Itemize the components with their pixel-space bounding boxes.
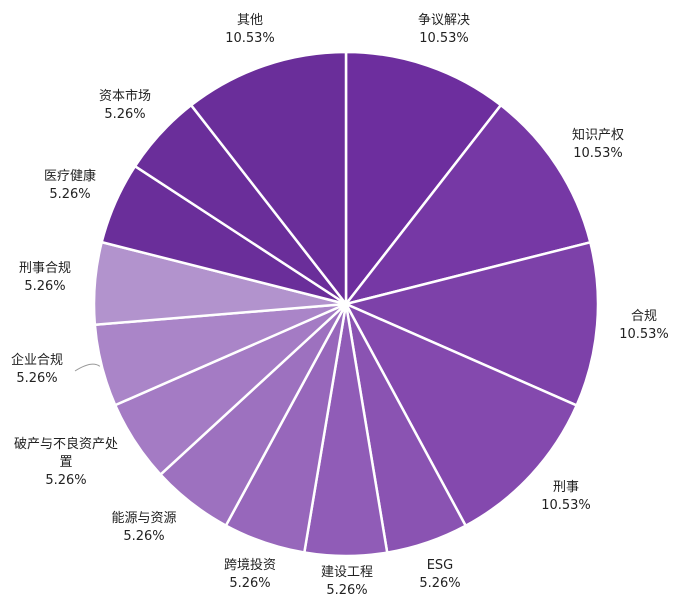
slice-value-label: 5.26%: [104, 107, 145, 122]
slice-value-label: 10.53%: [225, 31, 275, 46]
slice-value-label: 10.53%: [573, 146, 623, 161]
slice-label: 其他: [237, 13, 263, 28]
slice-value-label: 5.26%: [49, 187, 90, 202]
slice-label: 争议解决: [418, 13, 470, 28]
slice-value-label: 10.53%: [541, 498, 591, 513]
slice-value-label: 5.26%: [229, 576, 270, 591]
slice-label: 合规: [631, 309, 657, 324]
slice-label: 跨境投资: [224, 557, 276, 573]
pie-slice: [189, 50, 348, 306]
slice-label: 刑事合规: [19, 261, 71, 276]
slice-value-label: 5.26%: [326, 583, 367, 598]
slice-label: ESG: [427, 558, 454, 573]
slice-label: 建设工程: [321, 565, 373, 580]
leader-line: [74, 363, 101, 372]
slice-value-label: 5.26%: [123, 529, 164, 544]
pie-slice: [344, 241, 600, 407]
slice-label: 刑事: [553, 480, 579, 495]
pie-slices: [92, 50, 600, 558]
pie-slice: [344, 50, 503, 306]
slice-label: 医疗健康: [44, 168, 96, 184]
slice-value-label: 10.53%: [619, 327, 669, 342]
slice-label: 破产与不良资产处置: [14, 436, 118, 470]
leader-lines: [74, 363, 101, 372]
slice-labels: 争议解决 10.53% 知识产权 10.53% 合规 10.53% 刑事 10.53% ESG 5…: [11, 13, 669, 598]
slice-value-label: 5.26%: [45, 473, 86, 488]
pie-slice: [344, 103, 592, 306]
slice-value-label: 5.26%: [24, 279, 65, 294]
slice-label: 企业合规: [11, 352, 63, 368]
slice-label: 能源与资源: [111, 511, 176, 526]
slice-value-label: 10.53%: [419, 31, 469, 46]
pie-slice: [344, 302, 578, 528]
slice-value-label: 5.26%: [419, 576, 460, 591]
slice-label: 资本市场: [99, 88, 151, 104]
slice-label: 知识产权: [572, 127, 624, 143]
slice-value-label: 5.26%: [16, 371, 57, 386]
